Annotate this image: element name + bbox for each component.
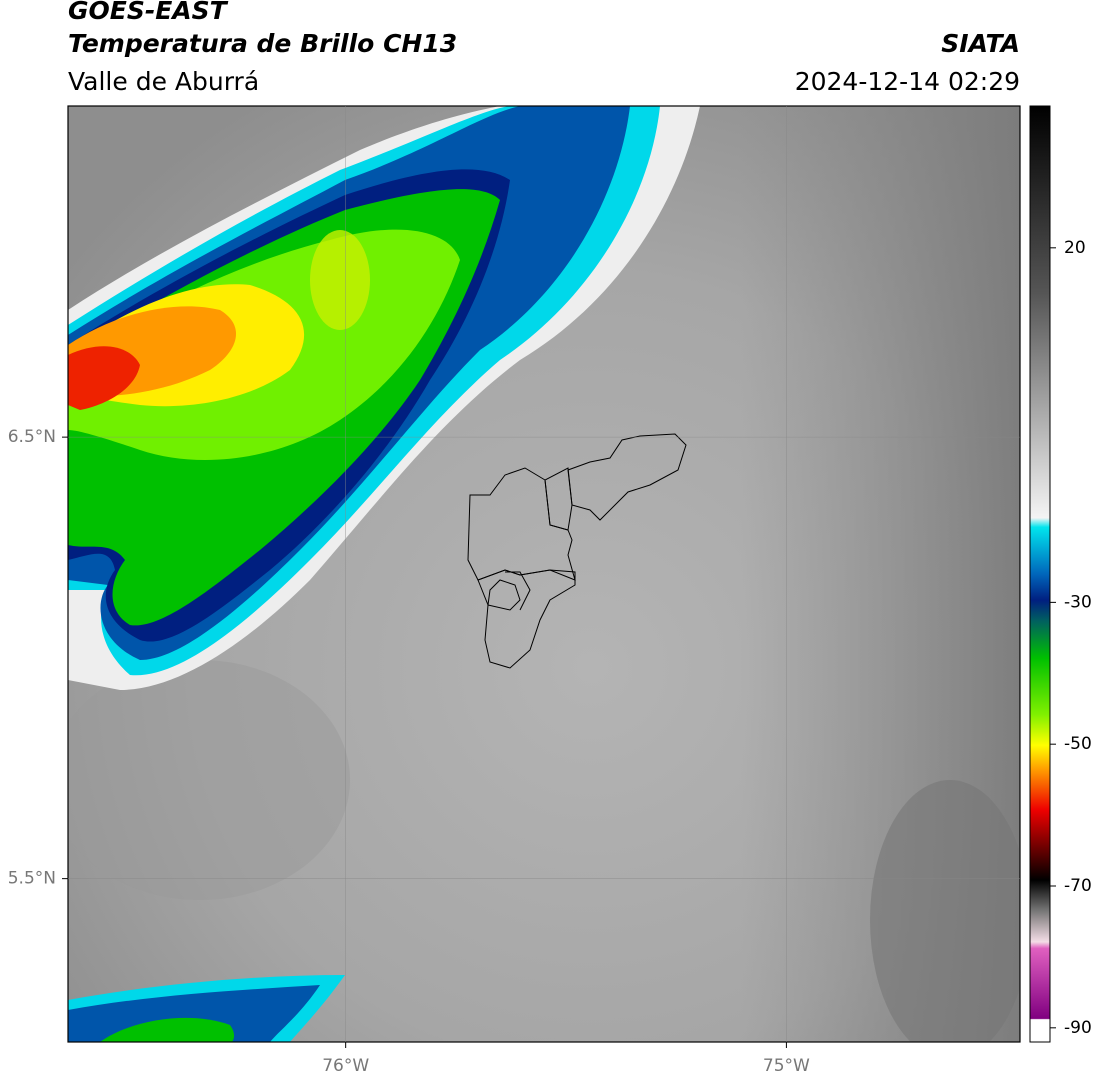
satellite-title: GOES-EAST	[68, 0, 229, 25]
region-label: Valle de Aburrá	[68, 67, 259, 96]
satellite-image	[68, 106, 1020, 1042]
y-tick-label: 6.5°N	[8, 427, 56, 447]
colorbar-tick-label: 20	[1064, 238, 1086, 258]
x-tick-label: 76°W	[322, 1056, 369, 1076]
x-tick-label: 75°W	[763, 1056, 810, 1076]
y-tick-label: 5.5°N	[8, 869, 56, 889]
colorbar-tick-label: -90	[1064, 1018, 1092, 1038]
datetime-label: 2024-12-14 02:29	[795, 67, 1020, 96]
overlay: 76°W 75°W 6.5°N 5.5°N 20 -30 -50 -70 -90	[8, 106, 1092, 1076]
map-frame	[67, 105, 1021, 1043]
colorbar-tick-label: -50	[1064, 734, 1092, 754]
product-title: Temperatura de Brillo CH13	[68, 29, 457, 58]
colorbar	[1029, 105, 1051, 1043]
colorbar-tick-label: -70	[1064, 876, 1092, 896]
colorbar-tick-label: -30	[1064, 592, 1092, 612]
source-label: SIATA	[941, 29, 1020, 58]
